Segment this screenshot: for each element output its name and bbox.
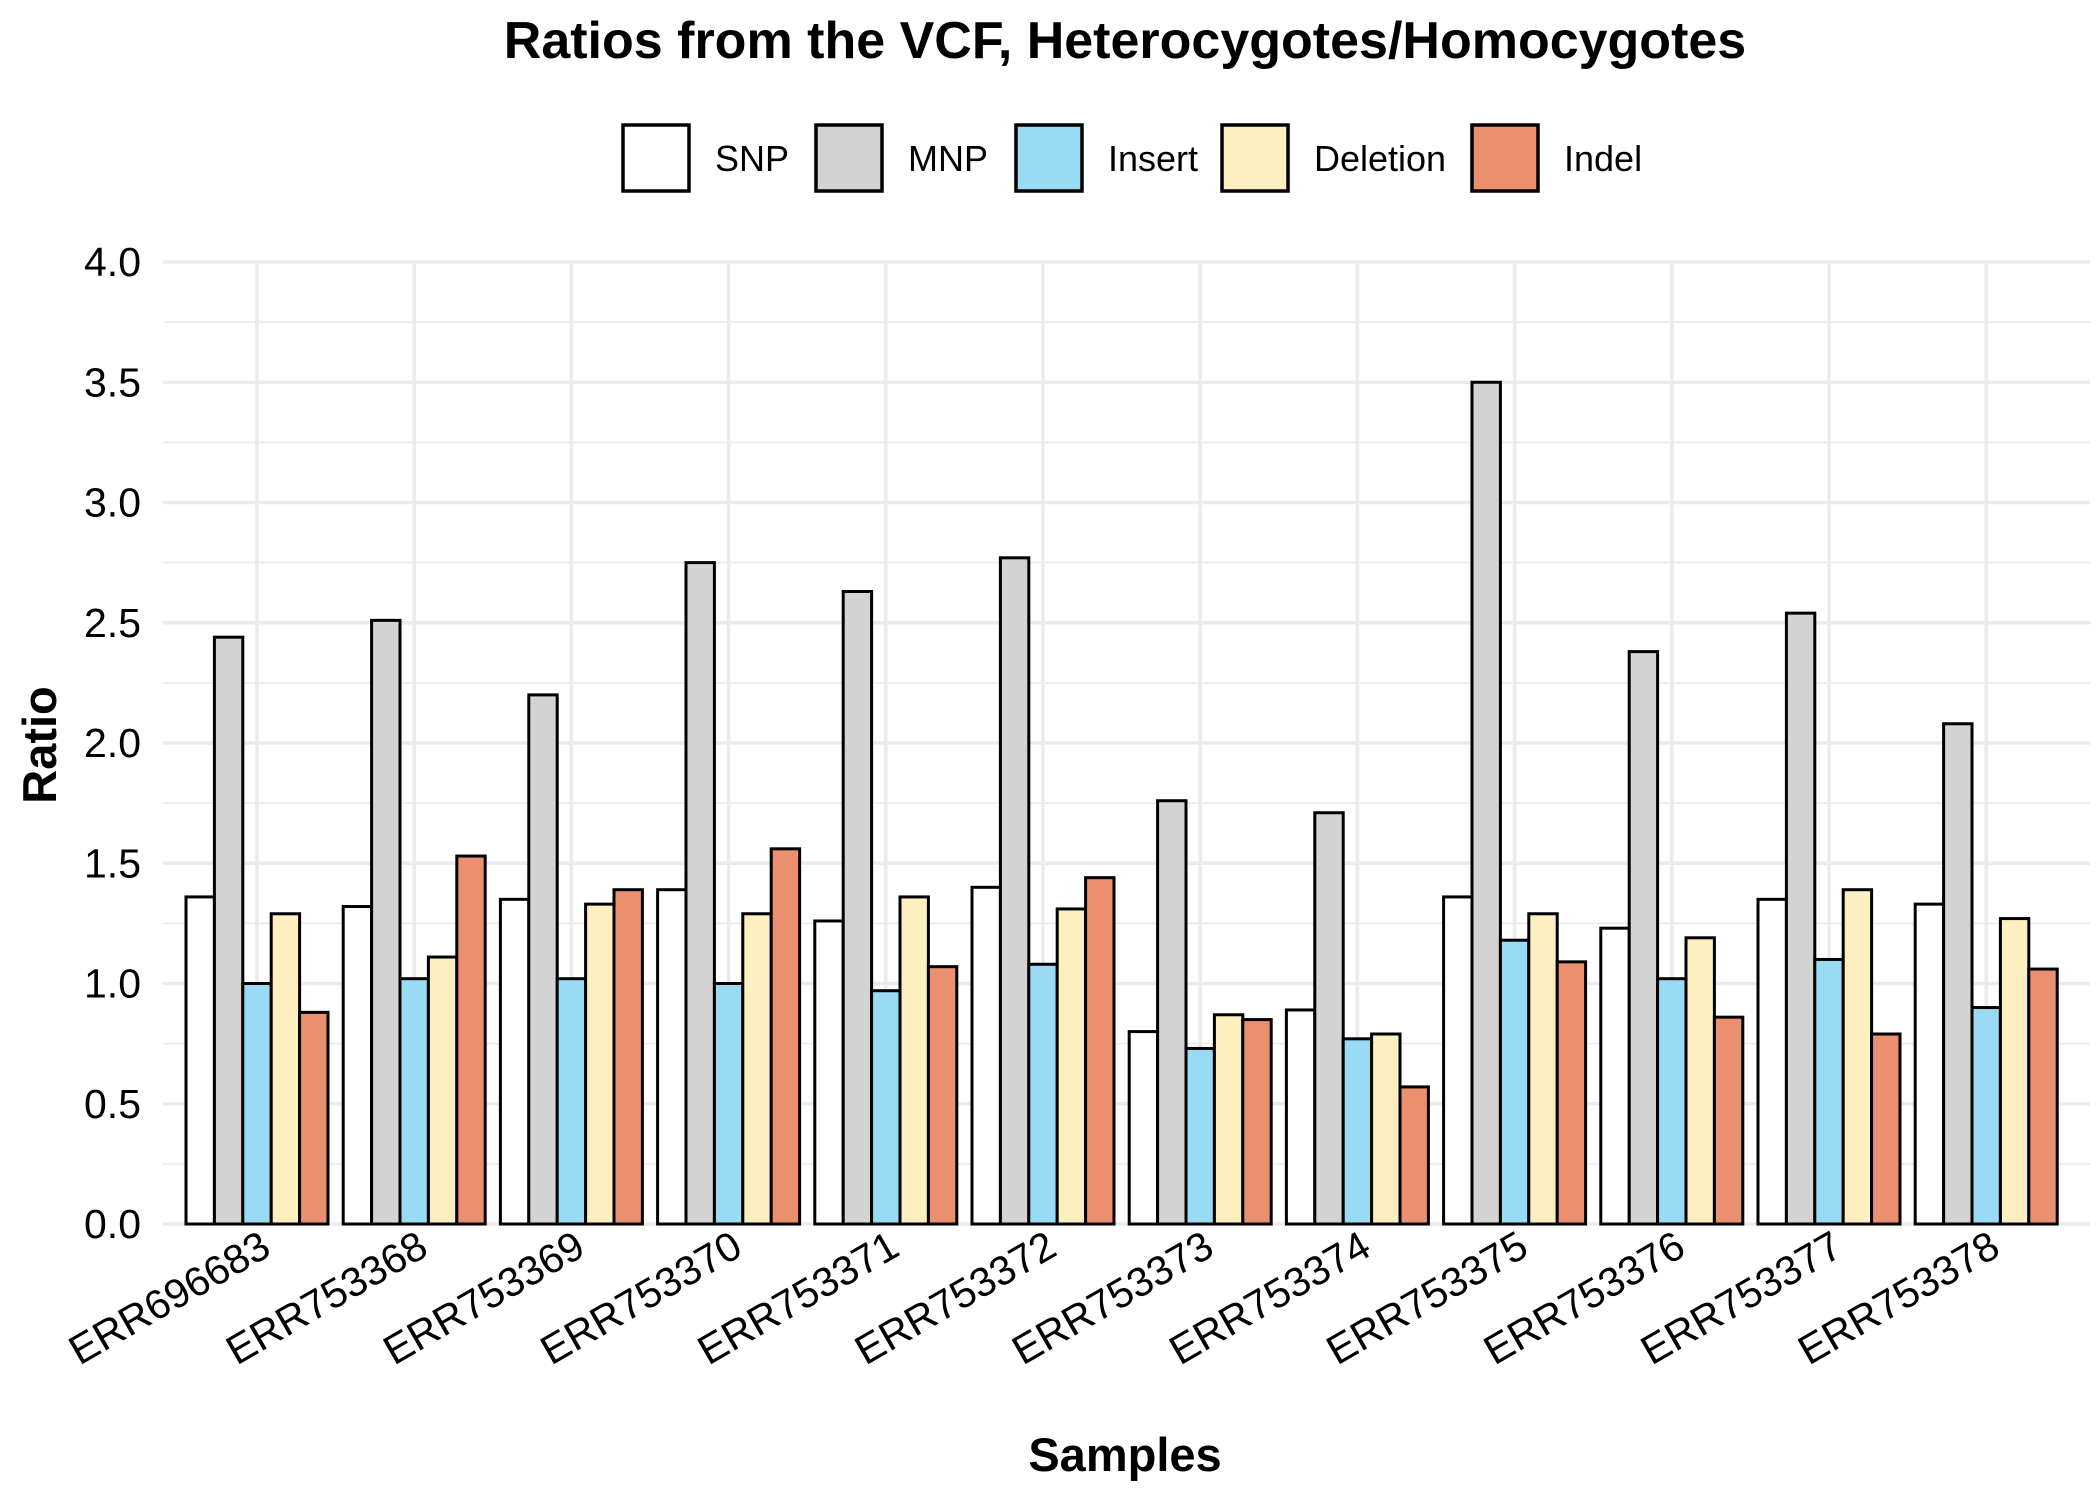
legend: SNP MNP Insert Deletion Indel [621,123,1642,193]
bar-insert-err753376 [1656,977,1688,1226]
bar-insert-err753377 [1813,957,1845,1226]
bar-mnp-err753375 [1470,380,1502,1226]
bar-indel-err753371 [926,965,959,1226]
bar-mnp-err753378 [1942,722,1974,1226]
bar-snp-err753371 [813,919,845,1226]
bar-deletion-err696683 [269,912,302,1226]
bar-deletion-err753377 [1841,888,1874,1226]
bar-snp-err753377 [1756,897,1788,1226]
y-axis-title: Ratio [13,686,66,804]
bar-deletion-err753369 [584,902,616,1226]
bar-mnp-err753372 [998,556,1031,1226]
x-axis-title: Samples [1028,1428,1221,1481]
bar-indel-err696683 [298,1010,330,1226]
bar-indel-err753377 [1870,1032,1902,1226]
bar-insert-err753372 [1027,962,1059,1226]
bar-mnp-err696683 [212,635,245,1226]
bar-insert-err753371 [870,989,902,1226]
y-tick-label: 2.0 [84,720,141,766]
bar-insert-err696683 [241,982,273,1226]
bars [184,380,2059,1226]
bar-snp-err753378 [1913,902,1946,1226]
bar-mnp-err753373 [1156,799,1188,1226]
bar-insert-err753378 [1970,1006,2002,1226]
bar-snp-err753372 [970,885,1002,1226]
bar-deletion-err753373 [1212,1013,1245,1226]
bar-indel-err753372 [1084,876,1116,1226]
bar-indel-err753370 [769,847,802,1226]
y-tick-label: 0.0 [84,1201,141,1247]
bar-indel-err753368 [455,854,487,1226]
bar-deletion-err753376 [1684,936,1716,1226]
bar-insert-err753374 [1341,1037,1374,1226]
legend-key-snp [621,123,691,193]
bar-insert-err753369 [555,977,588,1226]
bar-deletion-err753374 [1370,1032,1402,1226]
bar-snp-err753376 [1599,926,1631,1226]
bar-deletion-err753372 [1055,907,1088,1226]
y-tick-label: 1.0 [84,961,141,1007]
bar-insert-err753375 [1498,938,1531,1226]
bar-indel-err753376 [1712,1015,1745,1226]
bar-indel-err753374 [1398,1085,1430,1226]
bar-indel-err753369 [612,888,644,1226]
bar-mnp-err753374 [1313,811,1345,1226]
bar-deletion-err753368 [426,955,459,1226]
legend-key-mnp [814,123,884,193]
bar-snp-err753368 [341,905,374,1226]
bar-mnp-err753371 [841,589,874,1226]
y-tick-label: 1.5 [84,840,141,886]
legend-key-indel [1470,123,1540,193]
bar-mnp-err753370 [684,561,716,1226]
bar-deletion-err753371 [898,895,930,1226]
bar-snp-err753369 [498,897,531,1226]
y-axis-ticks: 0.0 0.5 1.0 1.5 2.0 2.5 3.0 3.5 4.0 [84,239,141,1247]
bar-insert-err753368 [398,977,430,1226]
bar-insert-err753370 [712,982,745,1226]
legend-key-insert [1014,123,1084,193]
legend-key-deletion [1220,123,1290,193]
y-tick-label: 3.0 [84,480,141,526]
y-tick-label: 0.5 [84,1081,141,1127]
bar-snp-err753375 [1442,895,1474,1226]
legend-label-snp: SNP [715,138,789,179]
y-tick-label: 3.5 [84,359,141,405]
bar-deletion-err753375 [1527,912,1559,1226]
bar-indel-err753378 [2027,967,2059,1226]
bar-snp-err753373 [1127,1030,1160,1226]
bar-mnp-err753376 [1627,650,1660,1226]
bar-deletion-err753378 [1998,917,2031,1226]
bar-snp-err753370 [656,888,688,1226]
bar-deletion-err753370 [741,912,773,1226]
y-tick-label: 2.5 [84,600,141,646]
bar-indel-err753373 [1241,1018,1273,1226]
bar-mnp-err753377 [1784,611,1817,1226]
chart-title: Ratios from the VCF, Heterocygotes/Homoc… [504,12,1746,70]
bar-mnp-err753368 [370,618,402,1226]
bar-insert-err753373 [1184,1046,1216,1226]
bar-snp-err753374 [1284,1008,1317,1226]
legend-label-deletion: Deletion [1314,138,1446,179]
legend-label-indel: Indel [1564,138,1642,179]
y-tick-label: 4.0 [84,239,141,285]
legend-label-mnp: MNP [908,138,988,179]
bar-mnp-err753369 [527,693,559,1226]
legend-label-insert: Insert [1108,138,1198,179]
bar-snp-err696683 [184,895,216,1226]
bar-indel-err753375 [1555,960,1588,1226]
